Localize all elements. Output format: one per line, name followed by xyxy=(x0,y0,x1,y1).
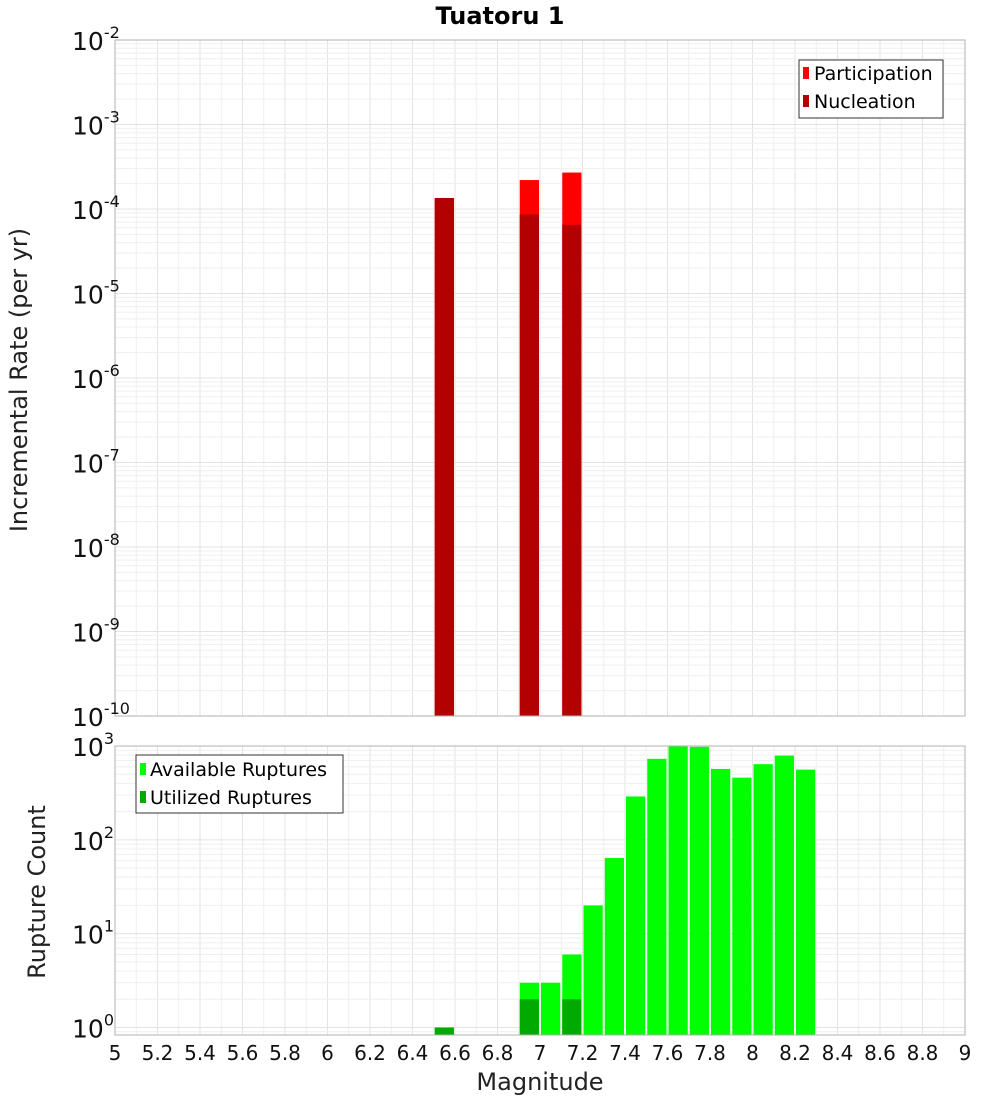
bottom-bar-available-ruptures xyxy=(668,746,688,1035)
top-legend: Participation Nucleation xyxy=(798,59,944,119)
bottom-legend-box xyxy=(135,754,344,814)
x-tick-label: 5.2 xyxy=(142,1041,174,1065)
x-tick-label: 6.8 xyxy=(482,1041,514,1065)
bottom-bar-available-ruptures xyxy=(541,982,561,1035)
x-tick-label: 6 xyxy=(321,1041,334,1065)
top-legend-box xyxy=(798,59,944,119)
bottom-bar-utilized-ruptures xyxy=(434,1027,454,1035)
legend-available-swatch xyxy=(140,763,146,775)
top-y-tick-label: 10-9 xyxy=(72,615,120,648)
bottom-bar-available-ruptures xyxy=(626,796,646,1035)
x-tick-label: 6.2 xyxy=(354,1041,386,1065)
x-tick-label: 6.6 xyxy=(439,1041,471,1065)
bottom-bar-utilized-ruptures xyxy=(519,999,539,1035)
x-tick-label: 8 xyxy=(746,1041,759,1065)
x-tick-label: 7.4 xyxy=(609,1041,641,1065)
chart-title: Tuatoru 1 xyxy=(436,2,565,30)
legend-utilized-label: Utilized Ruptures xyxy=(150,787,312,809)
top-y-tick-label: 10-10 xyxy=(72,699,130,732)
top-y-tick-label: 10-8 xyxy=(72,530,120,563)
bottom-y-axis-label: Rupture Count xyxy=(23,805,51,979)
x-tick-label: 5 xyxy=(109,1041,122,1065)
top-y-tick-label: 10-3 xyxy=(72,108,120,141)
x-tick-label: 7.6 xyxy=(652,1041,684,1065)
top-y-tick-label: 10-2 xyxy=(72,23,120,56)
top-y-tick-label: 10-4 xyxy=(72,192,120,225)
bottom-y-ticks: 103 102 101 100 xyxy=(72,729,114,1043)
bottom-plot-frame xyxy=(114,745,966,1036)
x-tick-label: 8.8 xyxy=(907,1041,939,1065)
bottom-bar-utilized-ruptures xyxy=(562,999,582,1035)
top-plot-frame xyxy=(114,39,966,717)
top-bar-nucleation xyxy=(519,214,539,716)
legend-nucleation-label: Nucleation xyxy=(814,91,916,113)
x-tick-label: 8.6 xyxy=(864,1041,896,1065)
bottom-bar-available-ruptures xyxy=(711,768,731,1035)
legend-nucleation-swatch xyxy=(803,95,809,107)
top-bars xyxy=(434,172,582,717)
top-y-tick-label: 10-6 xyxy=(72,361,120,394)
top-y-tick-label: 10-7 xyxy=(72,446,120,479)
bottom-bar-available-ruptures xyxy=(732,777,752,1035)
bottom-bar-available-ruptures xyxy=(604,858,624,1035)
top-y-tick-label: 10-5 xyxy=(72,277,120,310)
top-bar-nucleation xyxy=(434,197,454,716)
x-tick-label: 8.4 xyxy=(822,1041,854,1065)
x-tick-label: 5.6 xyxy=(227,1041,259,1065)
bottom-y-tick-label: 100 xyxy=(72,1010,114,1043)
x-tick-label: 6.4 xyxy=(397,1041,429,1065)
legend-utilized-swatch xyxy=(140,791,146,803)
x-tick-label: 7.2 xyxy=(567,1041,599,1065)
bottom-y-tick-label: 102 xyxy=(72,823,114,856)
bottom-bars xyxy=(434,746,816,1035)
x-tick-label: 7.8 xyxy=(694,1041,726,1065)
x-tick-label: 5.4 xyxy=(184,1041,216,1065)
x-axis-label: Magnitude xyxy=(476,1068,603,1096)
bottom-bar-available-ruptures xyxy=(647,758,667,1035)
bottom-bar-available-ruptures xyxy=(583,905,603,1035)
top-y-axis-label: Incremental Rate (per yr) xyxy=(5,228,33,532)
bottom-x-ticks: 5 5.2 5.4 5.6 5.8 6 6.2 6.4 6.6 6.8 7 7.2 7.4 7.6 7.8 8… xyxy=(109,1041,972,1065)
bottom-bar-available-ruptures xyxy=(774,755,794,1035)
x-tick-label: 8.2 xyxy=(779,1041,811,1065)
bottom-y-tick-label: 103 xyxy=(72,729,114,762)
legend-available-label: Available Ruptures xyxy=(150,759,327,781)
legend-participation-swatch xyxy=(803,67,809,79)
bottom-y-tick-label: 101 xyxy=(72,917,114,950)
top-grid xyxy=(114,40,966,717)
bottom-bar-available-ruptures xyxy=(796,769,816,1035)
bottom-bar-available-ruptures xyxy=(753,764,773,1035)
x-tick-label: 9 xyxy=(959,1041,972,1065)
bottom-bar-available-ruptures xyxy=(689,746,709,1035)
top-bar-nucleation xyxy=(562,224,582,716)
legend-participation-label: Participation xyxy=(814,63,933,85)
bottom-legend: Available Ruptures Utilized Ruptures xyxy=(135,754,344,814)
top-y-ticks: 10-2 10-3 10-4 10-5 10-6 10-7 10-8 10-9 10-10 xyxy=(72,23,130,732)
x-tick-label: 5.8 xyxy=(269,1041,301,1065)
x-tick-label: 7 xyxy=(534,1041,547,1065)
